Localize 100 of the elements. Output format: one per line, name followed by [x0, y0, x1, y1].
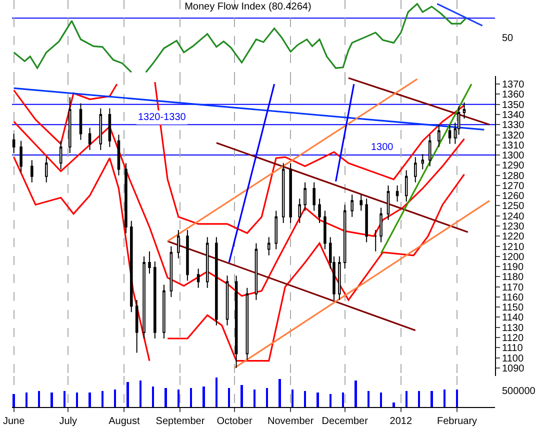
bar [63, 390, 66, 407]
candlestick [304, 182, 306, 212]
candlestick [234, 275, 238, 368]
candlestick [186, 230, 189, 282]
candlestick [312, 182, 316, 212]
candlestick [215, 236, 218, 326]
bar [380, 392, 382, 407]
candlestick [135, 299, 138, 354]
candlestick [462, 102, 466, 120]
candlestick [414, 156, 417, 183]
y-tick-label: 1220 [502, 232, 525, 243]
candlestick [298, 198, 302, 224]
bar [316, 392, 319, 407]
annotation: 1320-1330 [138, 112, 186, 123]
bar [114, 389, 116, 407]
candlestick [282, 162, 285, 224]
text: 500000 [502, 386, 536, 397]
y-tick-label: 1140 [502, 312, 524, 324]
candlestick [274, 210, 278, 250]
y-tick-label: 1230 [502, 222, 525, 232]
bar [456, 389, 458, 407]
y-tick-label: 1270 [502, 180, 525, 192]
y-tick-label: 1300 [502, 150, 525, 162]
y-tick-label: 1360 [502, 90, 525, 101]
y-tick-label: 1160 [502, 292, 524, 304]
candlestick [79, 102, 82, 140]
bar [190, 388, 192, 407]
bar [329, 394, 332, 407]
bar [228, 388, 230, 407]
y-tick-label: 1260 [502, 191, 525, 202]
x-tick-label: October [216, 416, 253, 427]
bar [392, 402, 395, 407]
bar [164, 388, 167, 407]
bar [152, 386, 154, 407]
bar [126, 382, 129, 407]
x-tick-label: September [156, 416, 206, 427]
y-tick-label: 1370 [502, 80, 525, 91]
candlestick [360, 194, 363, 212]
y-tick-label: 1110 [502, 343, 524, 354]
candlestick [170, 246, 173, 298]
y-tick-label: 1190 [502, 262, 524, 274]
candlestick [318, 198, 321, 224]
candlestick [162, 284, 166, 339]
candlestick [404, 170, 408, 202]
candlestick [267, 236, 270, 256]
bar [304, 390, 306, 407]
candlestick [59, 140, 62, 170]
candlestick [374, 230, 377, 252]
bar [215, 378, 218, 407]
candlestick [88, 127, 92, 150]
y-tick-label: 1280 [502, 170, 525, 182]
bar [266, 388, 268, 407]
candlestick [44, 156, 48, 183]
x-tick-label: June [2, 416, 26, 427]
y-tick-label: 1100 [502, 353, 524, 364]
candlestick [343, 204, 346, 270]
y-tick-label: 1240 [502, 211, 525, 222]
bar [342, 392, 344, 407]
ref-line-label: 1300 [371, 142, 394, 153]
text: 50 [502, 33, 514, 44]
candlestick [324, 210, 326, 250]
bar [202, 386, 205, 407]
candlestick [386, 184, 390, 220]
candlestick [99, 108, 102, 150]
candlestick [124, 162, 128, 234]
y-tick-label: 1340 [502, 110, 525, 122]
x-tick-label: February [437, 416, 478, 427]
chart-title: Money Flow Index (80.4264) [184, 1, 312, 12]
bar [253, 389, 256, 407]
x-tick-label: November [268, 416, 314, 427]
bar [139, 380, 142, 407]
candlestick [142, 256, 146, 339]
candlestick [289, 162, 292, 224]
candlestick [246, 287, 249, 360]
candlestick [154, 260, 156, 339]
bar [278, 379, 281, 407]
bar [76, 392, 78, 407]
bar [430, 390, 433, 407]
candlestick [448, 124, 452, 144]
bar [291, 389, 294, 407]
candlestick [206, 236, 209, 288]
candlestick [148, 250, 151, 274]
y-tick-label: 1120 [502, 332, 524, 344]
bar [418, 390, 420, 407]
y-tick-label: 1150 [502, 302, 524, 314]
candlestick [20, 140, 22, 173]
candlestick [226, 275, 229, 326]
y-tick-label: 1170 [502, 282, 524, 294]
candlestick [438, 124, 440, 148]
y-tick-label: 1330 [502, 120, 525, 132]
candlestick [30, 160, 34, 183]
candlestick [254, 242, 258, 300]
y-tick-label: 1310 [502, 140, 525, 152]
bar [50, 392, 53, 407]
y-tick-label: 1200 [502, 252, 525, 263]
candlestick [196, 268, 200, 288]
y-tick-label: 1350 [502, 100, 525, 111]
y-tick-label: 1130 [502, 322, 524, 334]
candlestick [338, 256, 341, 300]
bar [38, 390, 40, 407]
